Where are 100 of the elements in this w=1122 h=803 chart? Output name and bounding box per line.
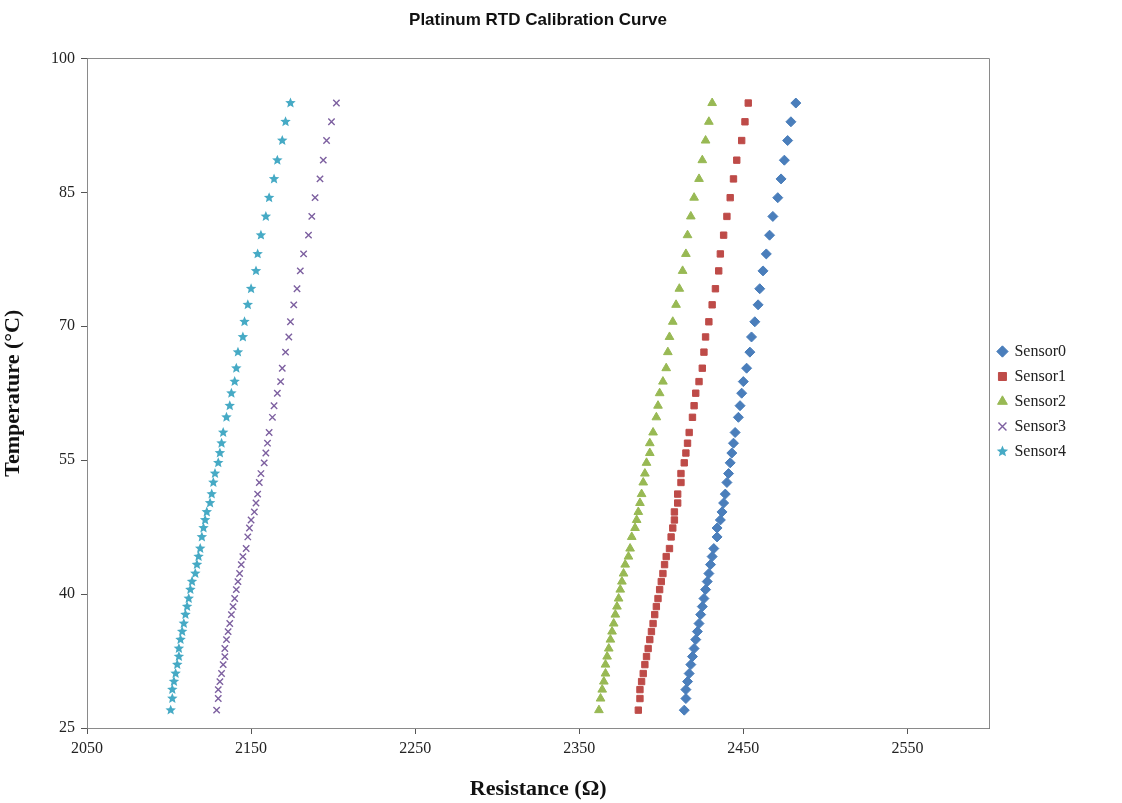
point (245, 283, 257, 294)
point (242, 299, 254, 310)
point (727, 437, 739, 449)
point (217, 426, 229, 437)
point (322, 136, 331, 145)
point (617, 576, 627, 585)
point (637, 677, 646, 686)
point (706, 551, 718, 563)
point (677, 469, 685, 478)
legend-label: Sensor0 (1014, 341, 1067, 359)
point (311, 193, 319, 202)
point (741, 118, 749, 126)
point (605, 634, 616, 643)
point (180, 609, 191, 620)
point (685, 428, 693, 437)
point (201, 506, 213, 517)
point (741, 362, 753, 374)
x-tick-label: 2550 (891, 738, 924, 756)
point (206, 488, 217, 499)
point (242, 544, 251, 553)
point (700, 348, 708, 356)
point (196, 531, 208, 542)
point (641, 457, 652, 466)
point (648, 426, 658, 436)
point (631, 514, 642, 523)
point (662, 552, 670, 561)
point (697, 154, 708, 164)
point (642, 652, 651, 661)
point (636, 488, 647, 498)
point (682, 676, 694, 688)
point (272, 154, 283, 165)
point (167, 693, 178, 703)
point (600, 668, 611, 677)
point (683, 439, 692, 447)
point (268, 173, 280, 184)
point (703, 568, 715, 580)
point (663, 346, 673, 356)
point (204, 497, 216, 508)
point (670, 508, 679, 516)
point (708, 543, 720, 555)
point (168, 676, 180, 687)
point (261, 449, 270, 457)
point (790, 97, 802, 109)
point (193, 551, 204, 562)
point (610, 609, 621, 618)
point (644, 644, 652, 653)
y-axis-title: Temperature (°C) (0, 309, 24, 477)
point (764, 229, 776, 241)
point (623, 551, 634, 560)
point (183, 593, 194, 603)
point (277, 135, 288, 145)
point (594, 704, 604, 714)
point (674, 499, 682, 507)
point (651, 610, 659, 619)
point (698, 364, 706, 372)
point (602, 651, 612, 660)
point (715, 267, 723, 275)
point (694, 173, 704, 182)
point (719, 488, 731, 500)
point (265, 428, 274, 437)
point (273, 389, 282, 398)
point (705, 318, 713, 326)
point (734, 400, 746, 412)
point (178, 618, 190, 628)
point (172, 659, 183, 670)
point (208, 476, 219, 487)
point (680, 693, 692, 705)
point (690, 634, 702, 646)
point (185, 584, 196, 595)
point (695, 609, 707, 621)
point (685, 210, 696, 220)
point (603, 643, 614, 652)
point (690, 402, 698, 410)
point (636, 685, 644, 694)
x-tick-label: 2450 (727, 738, 760, 756)
point (749, 316, 761, 328)
point (237, 331, 249, 342)
point (653, 400, 663, 409)
point (635, 497, 645, 507)
point (263, 192, 275, 203)
point (681, 248, 691, 257)
x-tick-label: 2250 (399, 738, 432, 756)
point (165, 704, 176, 715)
x-tick-label: 2150 (235, 738, 268, 756)
point (678, 704, 690, 716)
point (700, 135, 711, 144)
y-tick-label: 25 (59, 718, 75, 736)
point (260, 458, 269, 467)
point (316, 175, 324, 183)
point (700, 584, 712, 596)
point (626, 531, 637, 540)
point (213, 457, 224, 468)
point (757, 265, 769, 277)
point (647, 627, 656, 636)
point (224, 400, 235, 411)
point (724, 457, 736, 469)
point (711, 285, 720, 293)
point (607, 626, 617, 635)
point (232, 346, 244, 357)
point (705, 559, 717, 571)
